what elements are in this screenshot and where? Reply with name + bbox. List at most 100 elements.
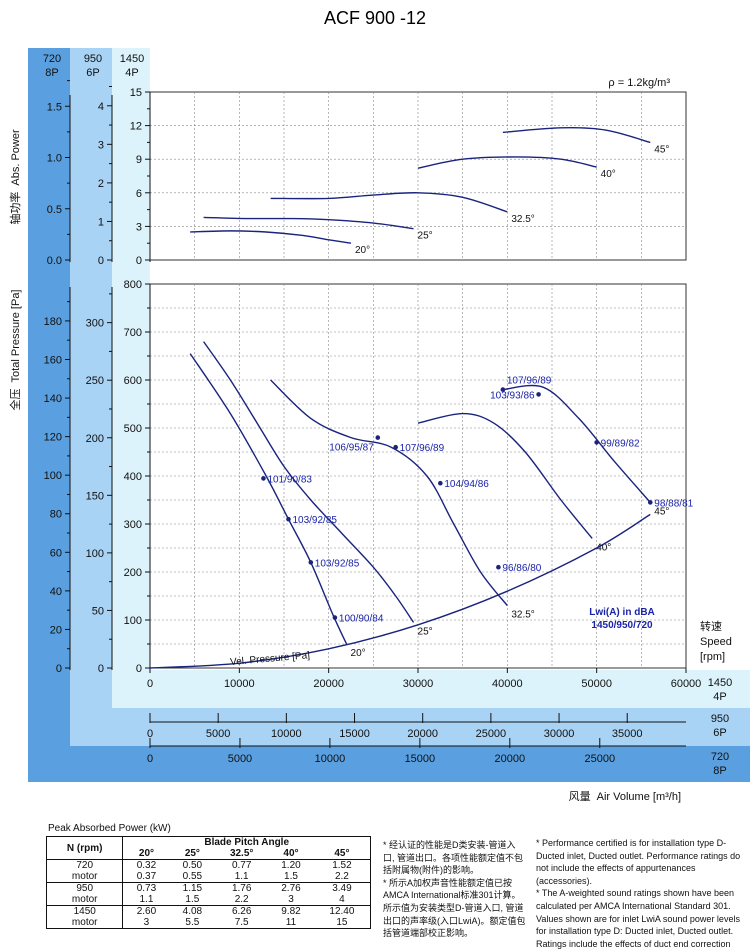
power-table-cell: 4 — [313, 894, 371, 906]
power-table-cell: 2.60 — [136, 906, 157, 917]
row-950-rpm: 950 — [711, 713, 729, 725]
tick-label: 35000 — [612, 728, 643, 740]
tick-label: 20000 — [495, 753, 526, 765]
sound-label: 98/88/81 — [654, 498, 693, 509]
notes-cn: * 经认证的性能是D类安装-管道入口, 管道出口。各项性能额定值不包括附属物(附… — [383, 839, 526, 940]
power-table-n-cell: 720 — [45, 859, 124, 871]
sound-point — [536, 392, 541, 397]
power-table-cell: 5.5 — [185, 917, 200, 928]
tick-label: 1 — [98, 216, 104, 228]
power-table-cell: 9.82 — [281, 906, 301, 917]
power-table-n-cell: motor — [45, 917, 124, 929]
tick-label: 800 — [124, 279, 142, 291]
sound-label: 99/89/82 — [601, 438, 640, 449]
tick-label: 200 — [86, 433, 104, 445]
tick-label: 180 — [44, 316, 62, 328]
power-axis-title-en: Abs. Power — [10, 129, 22, 186]
tick-label: 6 — [136, 188, 142, 200]
pressure-curve — [203, 341, 415, 623]
tick-label: 9 — [136, 154, 142, 166]
tick-label: 160 — [44, 354, 62, 366]
sound-label: 103/92/85 — [292, 515, 337, 526]
band-720 — [28, 48, 70, 780]
tick-label: 0 — [147, 728, 153, 740]
power-table-cell: 3.49 — [313, 882, 371, 894]
tick-label: 15 — [130, 87, 142, 99]
power-table-row: motor 0.37 0.55 1.1 1.5 2.2 — [45, 871, 371, 883]
sound-label: 103/92/85 — [315, 558, 360, 569]
power-table-row: motor 1.1 1.5 2.2 3 4 — [45, 894, 371, 906]
pressure-curve-label: 45° — [654, 506, 669, 517]
tick-label: 3 — [98, 139, 104, 151]
tick-label: 10000 — [315, 753, 346, 765]
sound-label: 103/93/86 — [490, 390, 535, 401]
tick-label: 60 — [50, 547, 62, 559]
power-table-angle-header: 45° — [313, 848, 371, 860]
tick-label: 40000 — [492, 678, 523, 690]
tick-label: 0 — [98, 663, 104, 675]
pressure-curve — [502, 384, 651, 503]
row-1450-poles: 4P — [713, 691, 726, 703]
tick-label: 15000 — [405, 753, 436, 765]
sound-point — [496, 564, 501, 570]
tick-label: 25000 — [476, 728, 507, 740]
power-curve — [417, 156, 597, 169]
power-table-cell: 3 — [288, 894, 294, 905]
power-table-cell: 11 — [285, 917, 297, 928]
volume-axis-title-cn: 风量 — [569, 790, 591, 803]
speed-label-cn: 转速 — [700, 619, 722, 633]
power-table-cell: 1.20 — [281, 860, 301, 871]
power-table-cell: 2.2 — [234, 894, 249, 905]
tick-label: 400 — [124, 471, 142, 483]
row-720-poles: 8P — [713, 765, 726, 777]
power-curve-label: 32.5° — [511, 214, 534, 225]
tick-label: 20000 — [313, 678, 344, 690]
lwi-label-1: Lwi(A) in dBA — [589, 607, 655, 618]
pressure-curve-label: 20° — [351, 648, 366, 659]
power-table-cell: 1.15 — [182, 883, 203, 894]
tick-label: 5000 — [228, 753, 252, 765]
note-paragraph: * 所示A加权声音性能额定值已按AMCA International标准301计… — [383, 877, 526, 939]
power-table-cell: 0.77 — [231, 860, 252, 871]
tick-label: 2 — [98, 178, 104, 190]
power-table-cell: 1.5 — [185, 894, 200, 905]
band-1450 — [112, 48, 150, 708]
power-table-n-cell: 950 — [45, 882, 124, 894]
sound-point — [438, 480, 443, 486]
power-curve-label: 20° — [355, 245, 370, 256]
tick-label: 0.5 — [47, 204, 62, 216]
tick-label: 30000 — [403, 678, 434, 690]
power-table-group-header: Blade Pitch Angle — [122, 836, 371, 848]
power-curve — [203, 216, 414, 230]
power-curve — [190, 230, 352, 244]
power-table-cell: 1.1 — [139, 894, 154, 905]
row-720-rpm: 720 — [711, 751, 729, 763]
power-table-body: 720 0.32 0.50 0.77 1.20 1.52 motor 0.37 0.55 1.1 1… — [45, 859, 371, 929]
power-table-cell: 3 — [143, 917, 150, 928]
power-table-cell: 4.08 — [182, 906, 203, 917]
power-axis-title: 轴功率 Abs. Power — [8, 129, 22, 225]
tick-label: 250 — [86, 375, 104, 387]
col-950-rpm: 950 — [84, 53, 102, 65]
sound-label: 104/94/86 — [444, 479, 489, 490]
power-table-cell: 0.73 — [136, 883, 157, 894]
band-950 — [70, 48, 112, 746]
power-table-cell: 0.37 — [136, 871, 157, 882]
tick-label: 0 — [147, 678, 153, 690]
tick-label: 100 — [124, 615, 142, 627]
power-table-n-cell: motor — [45, 894, 124, 906]
tick-label: 20000 — [407, 728, 438, 740]
row-950-poles: 6P — [713, 727, 726, 739]
sound-point — [332, 615, 338, 620]
power-curves: 20° 25° 32.5° 40° 45° — [190, 126, 669, 256]
col-950-poles: 6P — [86, 67, 99, 79]
tick-label: 1.0 — [47, 153, 62, 165]
power-table-n-cell: motor — [45, 871, 124, 883]
tick-label: 4 — [98, 101, 104, 113]
note-paragraph: * The A-weighted sound ratings shown hav… — [536, 888, 740, 949]
row-1450-rpm: 1450 — [708, 677, 732, 689]
tick-label: 0 — [136, 663, 142, 675]
tick-label: 0 — [98, 255, 104, 267]
sound-label: 100/90/84 — [339, 614, 384, 625]
